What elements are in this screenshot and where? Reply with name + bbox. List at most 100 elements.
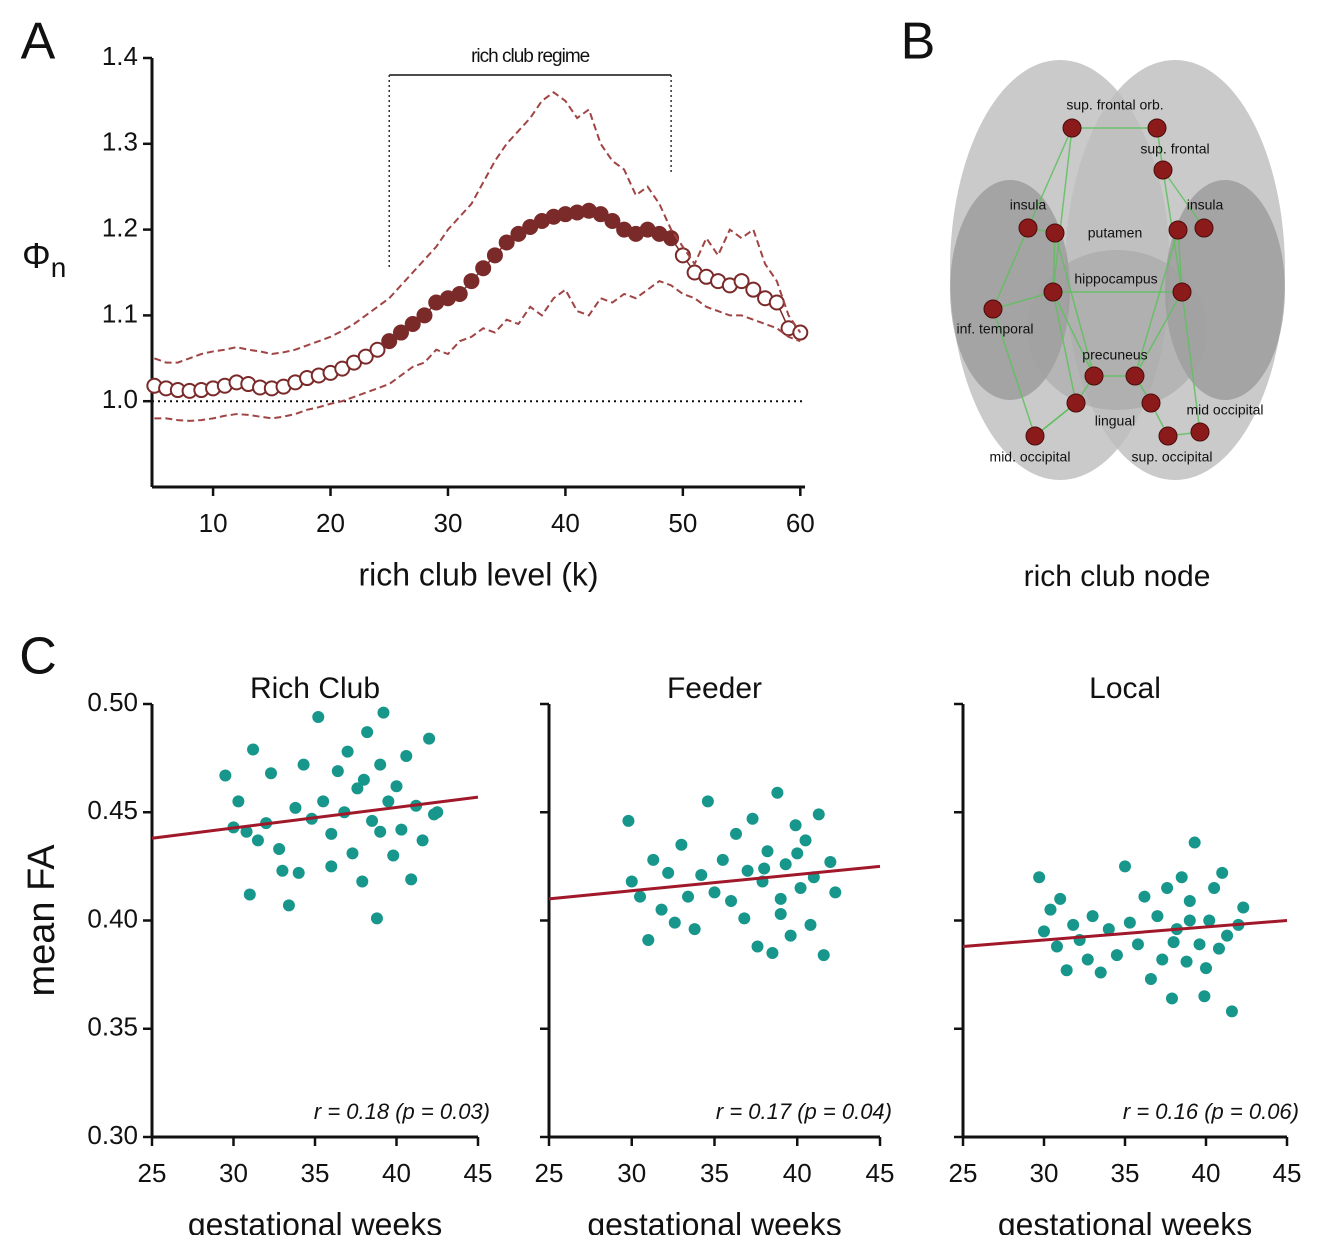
point [774,908,787,921]
point [741,864,754,877]
point [745,281,762,298]
point [746,812,759,825]
point [331,765,344,778]
y-tick-label: 1.1 [102,298,138,328]
y-axis-label: Φn [22,235,66,284]
point [733,273,750,290]
point [716,853,729,866]
point [312,710,325,723]
point [1183,914,1196,927]
node [1194,218,1214,238]
point [1193,938,1206,951]
point [794,882,807,895]
point [1188,836,1201,849]
point [431,806,444,819]
point [251,834,264,847]
point [317,795,330,808]
point [400,749,413,762]
y-tick-label: 0.50 [87,687,138,717]
node [1066,393,1086,413]
node-label: sup. frontal [1140,141,1209,157]
x-axis-label: gestational weeks [998,1206,1252,1235]
point [416,834,429,847]
point [247,743,260,756]
point [804,918,817,931]
y-tick-label: 1.4 [102,41,138,71]
y-tick-label: 0.45 [87,795,138,825]
point [219,769,232,782]
point [357,773,370,786]
point [1198,990,1211,1003]
point [325,827,338,840]
point [789,819,802,832]
series-line [154,209,801,392]
point [1123,916,1136,929]
x-tick-label: 25 [949,1158,978,1188]
point [655,903,668,916]
point [799,834,812,847]
point [292,866,305,879]
point [1033,871,1046,884]
point [695,869,708,882]
node [1141,393,1161,413]
x-tick-label: 30 [617,1158,646,1188]
node [1147,118,1167,138]
point [774,892,787,905]
node-label: mid occipital [1186,402,1263,418]
point [817,949,830,962]
node-label: sup. occipital [1132,449,1213,465]
point [374,825,387,838]
x-tick-label: 40 [783,1158,812,1188]
edge [992,291,1054,310]
point [1138,890,1151,903]
point [668,916,681,929]
panel-label: A [21,13,56,71]
x-tick-label: 25 [535,1158,564,1188]
point [771,786,784,799]
point [369,341,386,358]
node [1018,218,1038,238]
point [486,247,503,264]
y-tick-label: 0.30 [87,1120,138,1150]
node-label: precuneus [1082,347,1147,363]
point [1086,910,1099,923]
x-tick-label: 45 [464,1158,493,1188]
edge [1162,169,1205,229]
node [983,299,1003,319]
point [688,923,701,936]
point [1060,964,1073,977]
point [1175,871,1188,884]
y-tick-label: 1.0 [102,384,138,414]
node-label: inf. temporal [956,321,1033,337]
point [730,827,743,840]
node-label: sup. frontal orb. [1066,97,1163,113]
point [243,888,256,901]
point [405,873,418,886]
edge [1052,232,1056,293]
point [779,858,792,871]
x-tick-label: 40 [551,508,580,538]
x-tick-label: 40 [382,1158,411,1188]
edge [1177,229,1183,293]
bound-line [154,91,802,364]
point [1119,860,1131,873]
point [351,782,364,795]
node [1025,426,1045,446]
x-tick-label: 40 [1192,1158,1221,1188]
edge [1052,291,1095,377]
point [829,886,842,899]
edge [1052,127,1073,293]
point [1221,929,1234,942]
brain-shape [950,60,1285,480]
point [622,814,635,827]
point [361,726,374,739]
x-tick-label: 30 [434,508,463,538]
chart-title: Rich Club [250,672,380,705]
node [1062,118,1082,138]
point [1067,918,1080,931]
y-tick-label: 1.2 [102,212,138,242]
point [1216,866,1229,879]
node-label: lingual [1095,413,1135,429]
point [381,333,398,350]
x-tick-label: 35 [301,1158,330,1188]
